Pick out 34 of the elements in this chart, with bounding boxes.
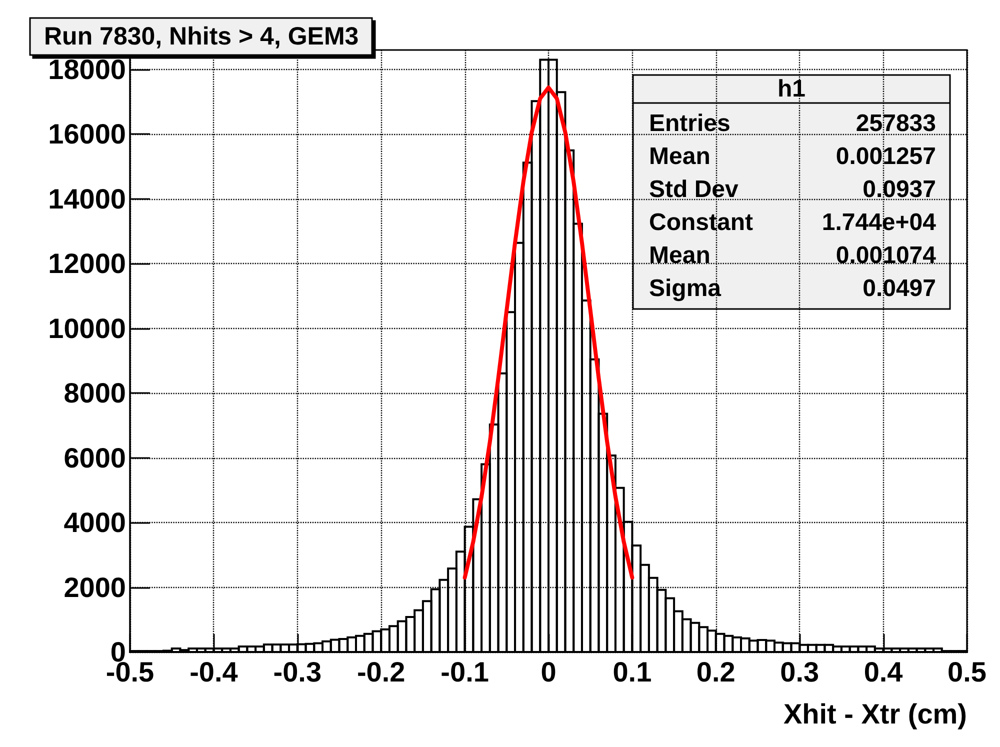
y-tick-label: 2000 xyxy=(64,572,126,603)
y-tick-label: 4000 xyxy=(64,507,126,538)
y-tick-label: 10000 xyxy=(48,312,126,344)
y-tick-label: 6000 xyxy=(64,442,126,474)
annotation: 1.744e+04 xyxy=(822,209,937,236)
annotation: Constant xyxy=(649,209,753,236)
annotation: Mean xyxy=(649,143,710,170)
x-tick-label: 0.1 xyxy=(612,656,652,688)
annotation: h1 xyxy=(777,76,806,102)
x-tick-label: 0.2 xyxy=(696,656,736,688)
annotation: Std Dev xyxy=(649,176,740,203)
annotation: Sigma xyxy=(649,275,722,302)
x-axis-title: Xhit - Xtr (cm) xyxy=(783,698,967,730)
x-tick-label: -0.4 xyxy=(190,656,238,688)
annotation: 0.001257 xyxy=(836,143,936,170)
x-tick-label: 0.3 xyxy=(780,656,820,688)
x-tick-label: -0.3 xyxy=(273,656,322,688)
x-tick-label: -0.1 xyxy=(440,656,489,688)
y-tick-label: 14000 xyxy=(48,183,126,214)
y-tick-label: 18000 xyxy=(48,54,126,85)
x-tick-label: 0 xyxy=(540,656,556,688)
x-tick-label: 0.4 xyxy=(864,656,904,688)
annotation: 0.001074 xyxy=(836,242,937,269)
x-tick-label: -0.2 xyxy=(356,656,406,688)
y-tick-label: 8000 xyxy=(64,378,126,409)
chart-title: Run 7830, Nhits > 4, GEM3 xyxy=(44,22,359,50)
y-tick-label: 16000 xyxy=(48,118,126,150)
x-tick-label: 0.5 xyxy=(948,656,986,688)
annotation: Mean xyxy=(649,242,710,269)
annotation: 0.0937 xyxy=(862,176,936,203)
y-tick-label: 12000 xyxy=(48,248,126,280)
annotation: Entries xyxy=(649,110,730,137)
annotation: 0.0497 xyxy=(862,275,936,302)
annotation: 257833 xyxy=(856,110,936,137)
